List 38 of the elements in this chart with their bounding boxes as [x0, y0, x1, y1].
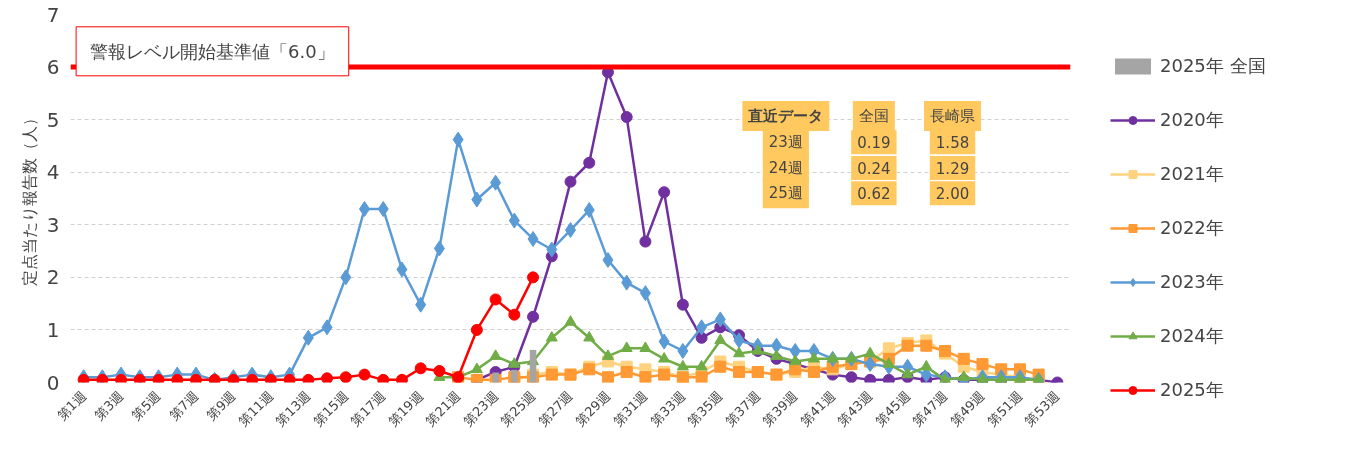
legend-label: 2020年 [1160, 108, 1224, 132]
y-tick-label: 2 [46, 265, 60, 290]
y-tick-label: 4 [46, 160, 60, 185]
x-tick-label: 第5週 [128, 388, 164, 424]
x-tick-label: 第7週 [166, 388, 202, 424]
annotation: 1.29 [935, 160, 970, 179]
y-tick-label: 7 [46, 2, 60, 27]
legend-label: 2024年 [1160, 324, 1224, 348]
legend-label: 2025年 全国 [1160, 54, 1266, 78]
x-tick-label: 第19週 [385, 388, 426, 429]
annotation: 長崎県 [930, 106, 976, 125]
annotation: 直近データ [747, 106, 824, 125]
annotation: 0.19 [857, 134, 891, 153]
y-tick-label: 3 [46, 212, 60, 237]
x-tick-label: 第45週 [872, 388, 913, 429]
annotation: 0.24 [857, 160, 891, 179]
annotation: 0.62 [857, 185, 891, 204]
y-axis-title: 定点当たり報告数（人） [19, 110, 39, 287]
x-tick-label: 第3週 [91, 388, 127, 424]
annotation: 全国 [858, 106, 889, 125]
y-tick-label: 1 [46, 317, 60, 342]
ref-line-label: 警報レベル開始基準値「6.0」 [90, 40, 335, 62]
y-tick-label: 0 [46, 370, 60, 395]
annotation: 1.58 [935, 134, 970, 153]
legend-label: 2021年 [1160, 162, 1224, 186]
x-tick-label: 第41週 [797, 388, 838, 429]
legend-label: 2023年 [1160, 270, 1224, 294]
x-tick-label: 第37週 [722, 388, 764, 429]
annotation: 24週 [768, 159, 803, 178]
x-tick-label: 第15週 [310, 388, 352, 429]
y-tick-label: 6 [46, 55, 60, 80]
legend-label: 2025年 [1160, 378, 1224, 402]
annotation: 2.00 [935, 185, 970, 204]
x-tick-label: 第23週 [460, 388, 501, 429]
annotation: 23週 [768, 133, 803, 152]
legend-label: 2022年 [1160, 216, 1224, 240]
annotation: 25週 [768, 184, 803, 203]
y-tick-label: 5 [46, 107, 60, 132]
